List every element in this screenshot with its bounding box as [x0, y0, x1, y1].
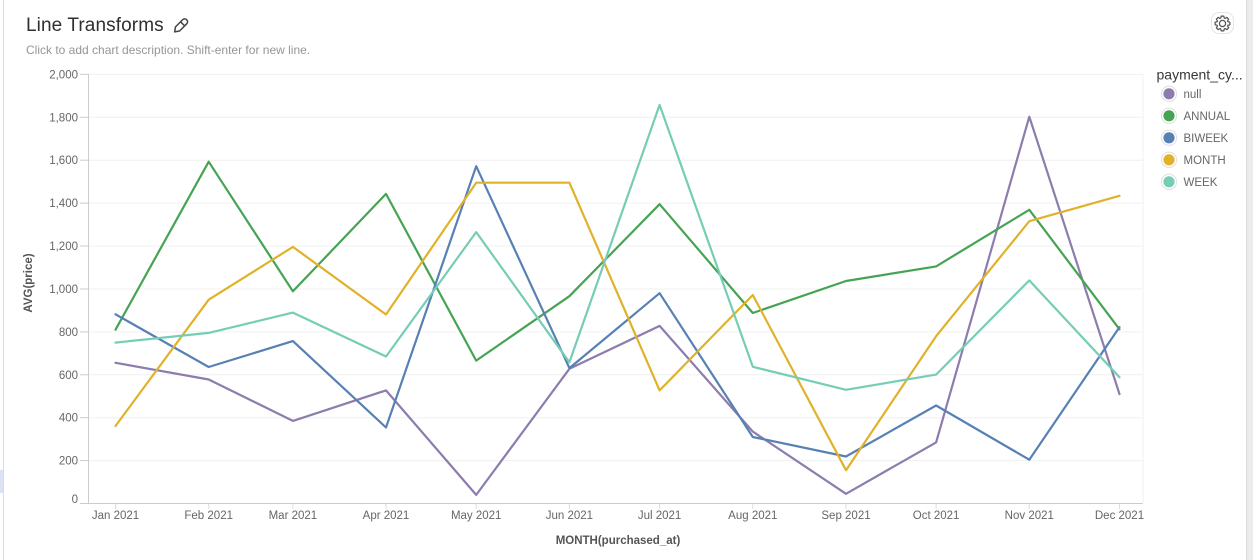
svg-text:Jun 2021: Jun 2021 [546, 510, 593, 522]
svg-text:Oct 2021: Oct 2021 [913, 510, 960, 522]
svg-text:1,600: 1,600 [49, 155, 78, 167]
svg-text:Nov 2021: Nov 2021 [1005, 510, 1054, 522]
svg-text:Sep 2021: Sep 2021 [821, 510, 870, 522]
svg-text:Mar 2021: Mar 2021 [269, 510, 318, 522]
svg-text:May 2021: May 2021 [451, 510, 502, 522]
svg-text:Dec 2021: Dec 2021 [1095, 510, 1144, 522]
svg-text:payment_cy...: payment_cy... [1157, 67, 1243, 83]
svg-text:AVG(price): AVG(price) [23, 253, 35, 312]
svg-text:BIWEEK: BIWEEK [1184, 133, 1229, 145]
svg-text:Feb 2021: Feb 2021 [184, 510, 233, 522]
svg-text:1,000: 1,000 [49, 284, 78, 296]
svg-text:MONTH(purchased_at): MONTH(purchased_at) [556, 535, 681, 547]
svg-text:MONTH: MONTH [1184, 155, 1226, 167]
svg-text:800: 800 [59, 327, 78, 339]
svg-text:200: 200 [59, 456, 78, 468]
svg-text:1,400: 1,400 [49, 198, 78, 210]
svg-text:0: 0 [72, 494, 78, 506]
svg-text:2,000: 2,000 [49, 69, 78, 81]
svg-text:Jan 2021: Jan 2021 [92, 510, 139, 522]
svg-text:Apr 2021: Apr 2021 [363, 510, 410, 522]
svg-text:600: 600 [59, 370, 78, 382]
svg-text:null: null [1184, 89, 1202, 101]
svg-text:Jul 2021: Jul 2021 [638, 510, 681, 522]
svg-text:400: 400 [59, 413, 78, 425]
svg-text:1,800: 1,800 [49, 112, 78, 124]
svg-text:ANNUAL: ANNUAL [1184, 111, 1231, 123]
svg-text:WEEK: WEEK [1184, 177, 1218, 189]
svg-text:Aug 2021: Aug 2021 [728, 510, 777, 522]
svg-text:1,200: 1,200 [49, 241, 78, 253]
